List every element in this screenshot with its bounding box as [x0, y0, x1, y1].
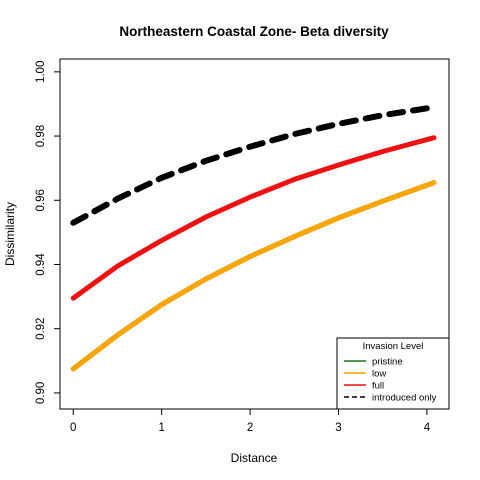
y-tick-label: 0.98 [35, 125, 47, 147]
series-line-full [70, 135, 437, 301]
x-tick-label: 1 [158, 422, 164, 434]
y-tick-label: 0.90 [35, 382, 47, 404]
x-tick-label: 2 [247, 422, 253, 434]
series-line-introduced-only [70, 104, 437, 226]
legend-label: introduced only [372, 393, 437, 404]
y-axis-title: Dissimilarity [3, 202, 17, 266]
y-tick-label: 0.92 [35, 318, 47, 340]
legend: Invasion Level pristinelowfullintroduced… [336, 337, 450, 410]
x-tick-label: 3 [335, 422, 341, 434]
x-axis-title: Distance [231, 451, 278, 465]
y-tick-label: 0.94 [35, 253, 47, 276]
series-layer [70, 104, 437, 372]
plot-frame [59, 58, 450, 410]
legend-label: pristine [372, 357, 403, 368]
y-axis: 0.90 0.92 0.94 0.96 0.98 1.00 [35, 61, 60, 404]
y-tick-label: 0.96 [35, 189, 47, 211]
chart-title: Northeastern Coastal Zone- Beta diversit… [119, 24, 389, 39]
x-tick-label: 0 [70, 422, 76, 434]
y-tick-label: 1.00 [35, 61, 47, 83]
x-tick-label: 4 [424, 422, 431, 434]
legend-label: full [372, 381, 384, 392]
legend-title: Invasion Level [363, 341, 424, 352]
series-line-low [70, 180, 437, 372]
x-axis: 0 1 2 3 4 [70, 409, 431, 434]
legend-label: low [372, 369, 386, 380]
